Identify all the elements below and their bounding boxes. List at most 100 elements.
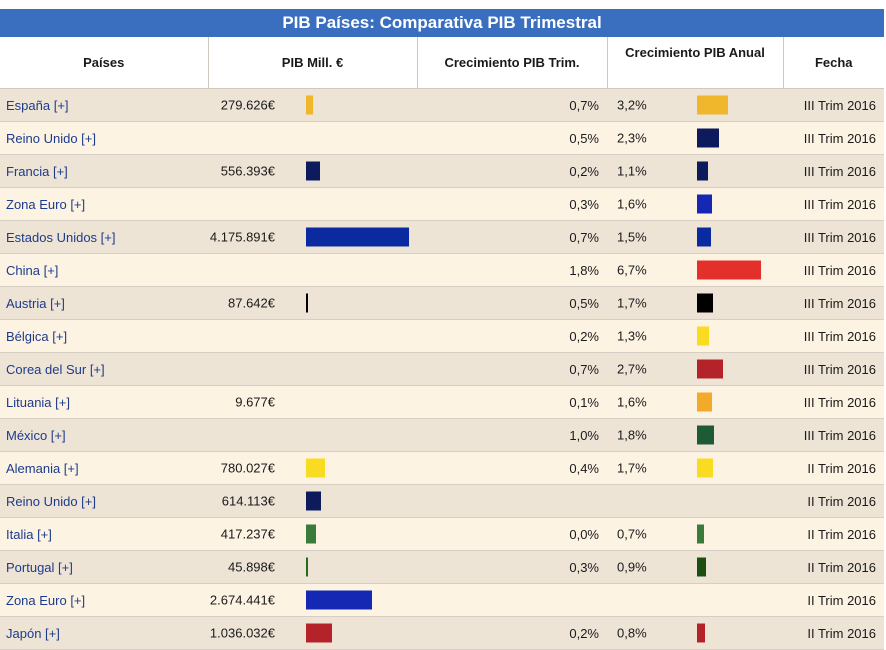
crecimiento-trim-value (417, 583, 607, 617)
pib-cell (208, 121, 417, 155)
table-row: Zona Euro [+] 0,3% 1,6% III Trim 2016 (0, 187, 884, 221)
table-title: PIB Países: Comparativa PIB Trimestral (0, 9, 884, 37)
crecimiento-trim-value: 0,0% (417, 517, 607, 551)
fecha-value: III Trim 2016 (783, 286, 884, 320)
country-link[interactable]: Estados Unidos [+] (0, 220, 208, 254)
fecha-value: III Trim 2016 (783, 154, 884, 188)
fecha-value: III Trim 2016 (783, 121, 884, 155)
header-pib: PIB Mill. € (208, 37, 418, 89)
crecimiento-anual-value: 6,7% (617, 262, 647, 278)
pib-value: 4.175.891€ (209, 229, 275, 245)
pib-value: 87.642€ (228, 295, 275, 311)
crecimiento-anual-cell: 1,5% (607, 220, 783, 254)
crecimiento-anual-cell (607, 583, 783, 617)
crecimiento-anual-value: 0,9% (617, 559, 647, 575)
crecimiento-trim-value (417, 484, 607, 518)
country-link[interactable]: España [+] (0, 88, 208, 122)
pib-bar (306, 590, 372, 610)
pib-cell (208, 187, 417, 221)
crecimiento-anual-value: 1,5% (617, 229, 647, 245)
crecimiento-anual-value: 3,2% (617, 97, 647, 113)
table-header: Países PIB Mill. € Crecimiento PIB Trim.… (0, 37, 884, 89)
crecimiento-anual-cell: 2,7% (607, 352, 783, 386)
table-row: Italia [+] 417.237€ 0,0% 0,7% II Trim 2016 (0, 517, 884, 551)
crecimiento-anual-value: 1,7% (617, 295, 647, 311)
pib-value: 2.674.441€ (209, 592, 275, 608)
country-link[interactable]: Alemania [+] (0, 451, 208, 485)
country-link[interactable]: Reino Unido [+] (0, 121, 208, 155)
crecimiento-anual-cell: 1,6% (607, 385, 783, 419)
table-row: Francia [+] 556.393€ 0,2% 1,1% III Trim 2016 (0, 154, 884, 188)
crecimiento-anual-value: 1,6% (617, 196, 647, 212)
crecimiento-anual-value: 1,1% (617, 163, 647, 179)
pib-cell: 2.674.441€ (208, 583, 417, 617)
crecimiento-anual-bar (697, 458, 713, 478)
fecha-value: III Trim 2016 (783, 88, 884, 122)
crecimiento-trim-value: 0,3% (417, 187, 607, 221)
table-row: Alemania [+] 780.027€ 0,4% 1,7% II Trim 2016 (0, 451, 884, 485)
crecimiento-anual-value: 2,7% (617, 361, 647, 377)
fecha-value: III Trim 2016 (783, 253, 884, 287)
fecha-value: II Trim 2016 (783, 517, 884, 551)
pib-cell: 87.642€ (208, 286, 417, 320)
pib-bar (306, 458, 325, 478)
crecimiento-anual-bar (697, 326, 709, 346)
pib-cell: 45.898€ (208, 550, 417, 584)
crecimiento-anual-cell: 1,7% (607, 286, 783, 320)
pib-value: 614.113€ (221, 493, 275, 509)
pib-bar (306, 557, 308, 577)
crecimiento-anual-value: 1,6% (617, 394, 647, 410)
country-link[interactable]: Portugal [+] (0, 550, 208, 584)
crecimiento-anual-cell: 3,2% (607, 88, 783, 122)
country-link[interactable]: Italia [+] (0, 517, 208, 551)
country-link[interactable]: Corea del Sur [+] (0, 352, 208, 386)
country-link[interactable]: México [+] (0, 418, 208, 452)
crecimiento-anual-cell: 0,8% (607, 616, 783, 650)
country-link[interactable]: Zona Euro [+] (0, 187, 208, 221)
pib-cell: 1.036.032€ (208, 616, 417, 650)
table-row: México [+] 1,0% 1,8% III Trim 2016 (0, 418, 884, 452)
country-link[interactable]: Austria [+] (0, 286, 208, 320)
pib-cell: 614.113€ (208, 484, 417, 518)
crecimiento-anual-value: 0,8% (617, 625, 647, 641)
pib-cell (208, 418, 417, 452)
crecimiento-trim-value: 0,2% (417, 154, 607, 188)
country-link[interactable]: Francia [+] (0, 154, 208, 188)
pib-cell (208, 319, 417, 353)
crecimiento-anual-value: 1,3% (617, 328, 647, 344)
crecimiento-trim-value: 0,7% (417, 220, 607, 254)
country-link[interactable]: Japón [+] (0, 616, 208, 650)
crecimiento-anual-cell: 6,7% (607, 253, 783, 287)
pib-bar (306, 491, 321, 511)
crecimiento-anual-bar (697, 359, 723, 379)
crecimiento-anual-bar (697, 260, 761, 280)
pib-value: 780.027€ (220, 460, 275, 476)
table-row: Zona Euro [+] 2.674.441€ II Trim 2016 (0, 583, 884, 617)
header-crecimiento-anual: Crecimiento PIB Anual (607, 37, 784, 89)
pib-cell: 417.237€ (208, 517, 417, 551)
crecimiento-anual-cell: 2,3% (607, 121, 783, 155)
country-link[interactable]: Zona Euro [+] (0, 583, 208, 617)
crecimiento-anual-bar (697, 425, 714, 445)
pib-bar (306, 623, 332, 643)
country-link[interactable]: Reino Unido [+] (0, 484, 208, 518)
crecimiento-anual-cell: 0,7% (607, 517, 783, 551)
fecha-value: II Trim 2016 (783, 616, 884, 650)
country-link[interactable]: Bélgica [+] (0, 319, 208, 353)
crecimiento-anual-bar (697, 227, 711, 247)
pib-value: 1.036.032€ (209, 625, 275, 641)
pib-bar (306, 524, 316, 544)
pib-bar (306, 161, 320, 181)
crecimiento-anual-cell: 1,1% (607, 154, 783, 188)
fecha-value: III Trim 2016 (783, 418, 884, 452)
crecimiento-trim-value: 0,1% (417, 385, 607, 419)
table-row: Portugal [+] 45.898€ 0,3% 0,9% II Trim 2016 (0, 550, 884, 584)
crecimiento-trim-value: 0,2% (417, 319, 607, 353)
crecimiento-trim-value: 0,2% (417, 616, 607, 650)
crecimiento-anual-bar (697, 194, 712, 214)
country-link[interactable]: Lituania [+] (0, 385, 208, 419)
crecimiento-anual-value: 2,3% (617, 130, 647, 146)
country-link[interactable]: China [+] (0, 253, 208, 287)
table-row: Reino Unido [+] 614.113€ II Trim 2016 (0, 484, 884, 518)
